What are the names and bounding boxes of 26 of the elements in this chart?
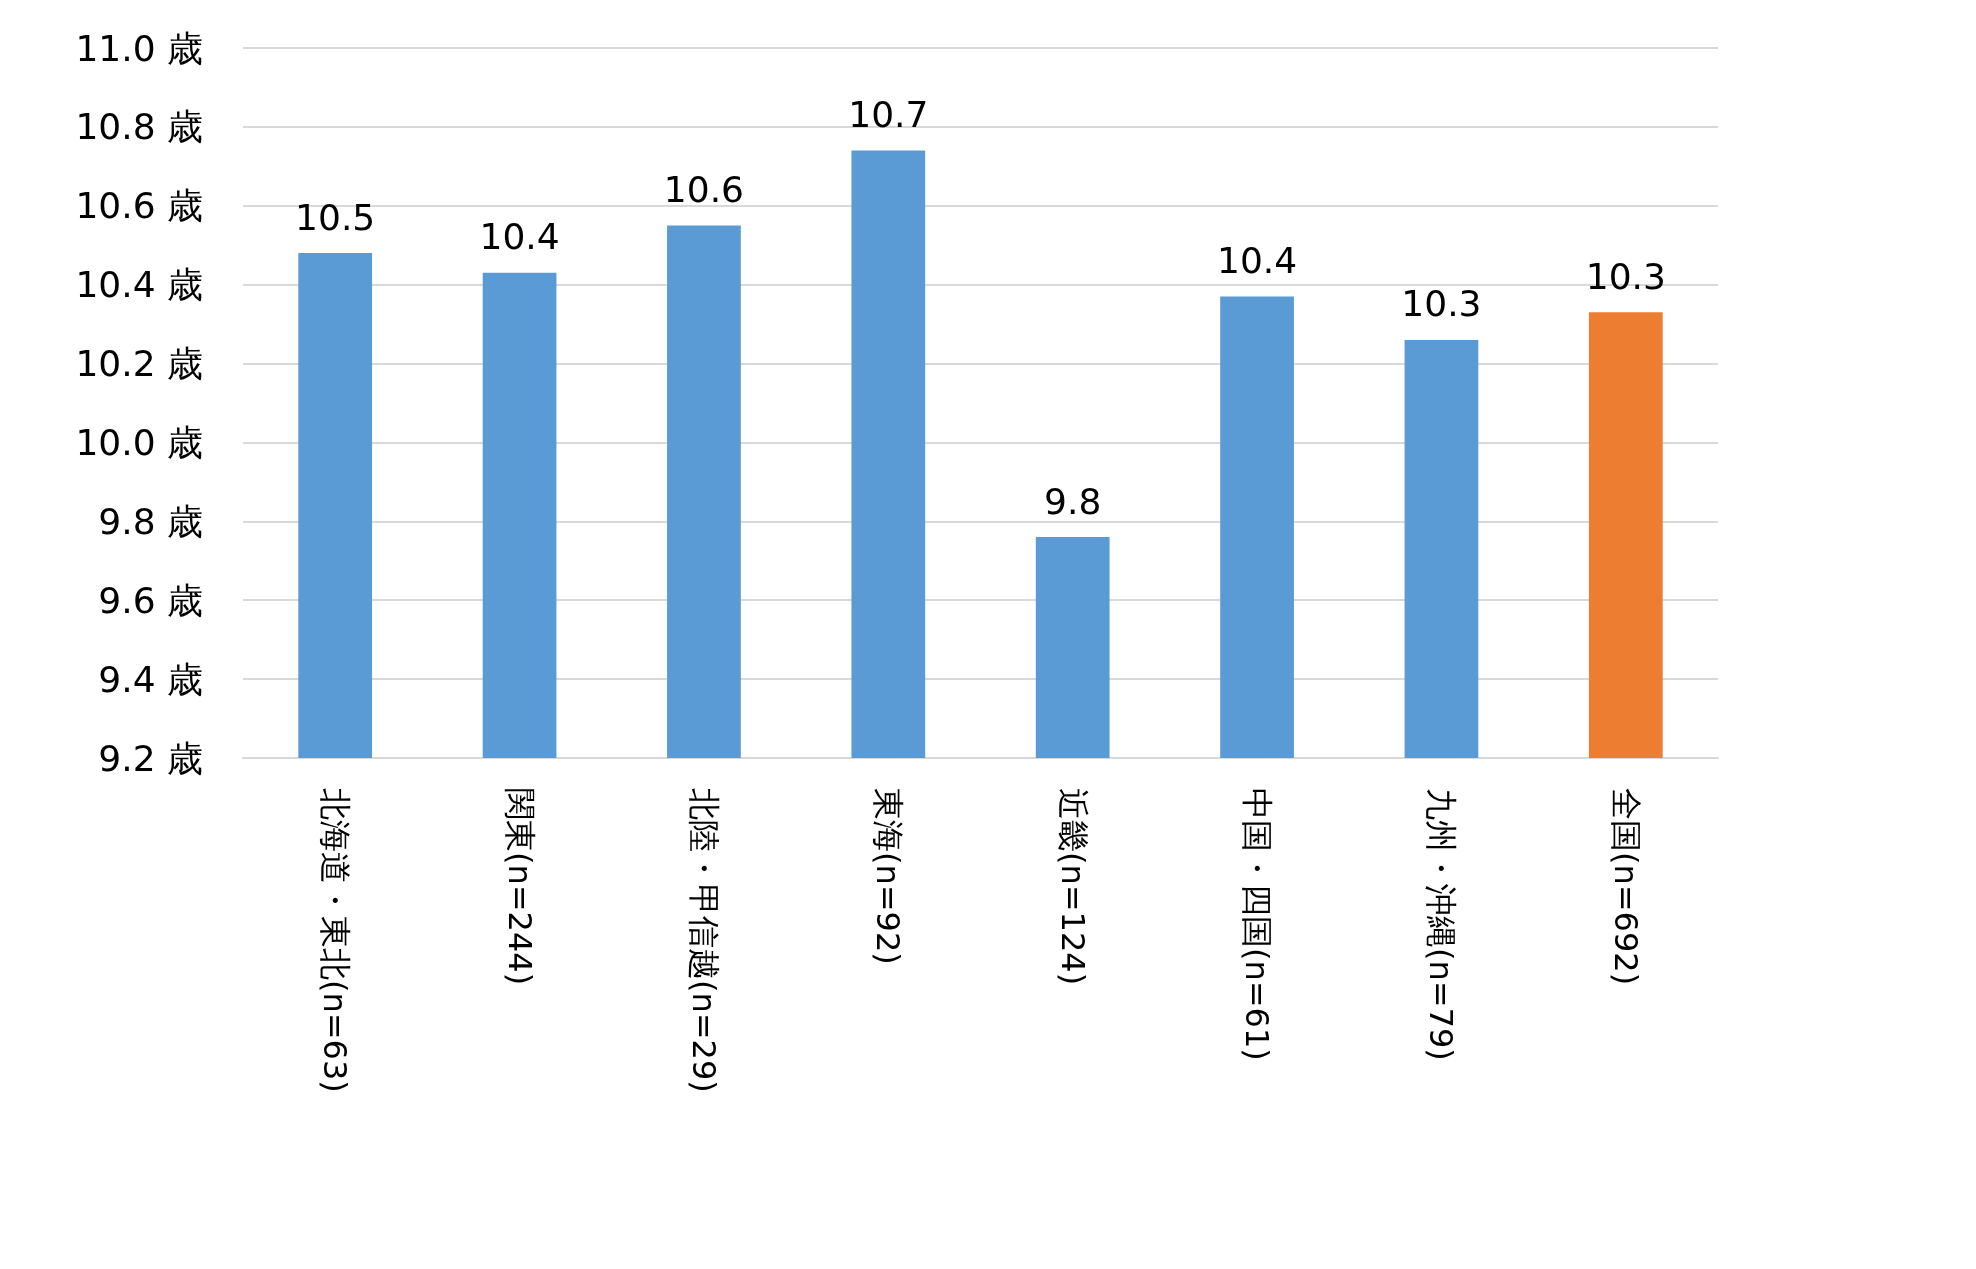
data-label: 10.4: [479, 216, 560, 258]
x-tick-label: 北海道・東北(n=63): [316, 788, 355, 1093]
data-label: 10.5: [295, 196, 376, 238]
x-tick-label: 九州・沖縄(n=79): [1422, 788, 1461, 1061]
y-tick-label: 11.0 歳: [75, 27, 203, 69]
y-tick-label: 10.8 歳: [75, 106, 203, 148]
data-label: 10.6: [663, 169, 745, 210]
y-tick-label: 9.4 歳: [98, 658, 203, 700]
x-tick-label: 近畿(n=124): [1053, 788, 1092, 986]
data-label: 10.3: [1401, 283, 1482, 325]
y-tick-label: 10.0 歳: [75, 421, 203, 463]
y-tick-label: 9.6 歳: [98, 579, 203, 621]
x-tick-label: 中国・四国(n=61): [1238, 788, 1277, 1061]
y-tick-label: 9.8 歳: [98, 500, 203, 542]
y-tick-label: 9.2 歳: [98, 737, 203, 779]
x-tick-label: 東海(n=92): [869, 788, 908, 965]
y-tick-label: 10.4 歳: [75, 264, 203, 306]
x-tick-label: 北陸・甲信越(n=29): [684, 788, 723, 1093]
y-tick-label: 10.2 歳: [75, 343, 203, 385]
data-label: 9.8: [1044, 480, 1102, 522]
data-label: 10.7: [848, 94, 929, 136]
data-label: 10.4: [1216, 240, 1298, 281]
y-tick-label: 10.6 歳: [75, 185, 203, 227]
data-label: 10.3: [1585, 255, 1666, 297]
x-tick-label: 全国(n=692): [1606, 788, 1645, 986]
x-tick-label: 関東(n=244): [500, 788, 539, 986]
